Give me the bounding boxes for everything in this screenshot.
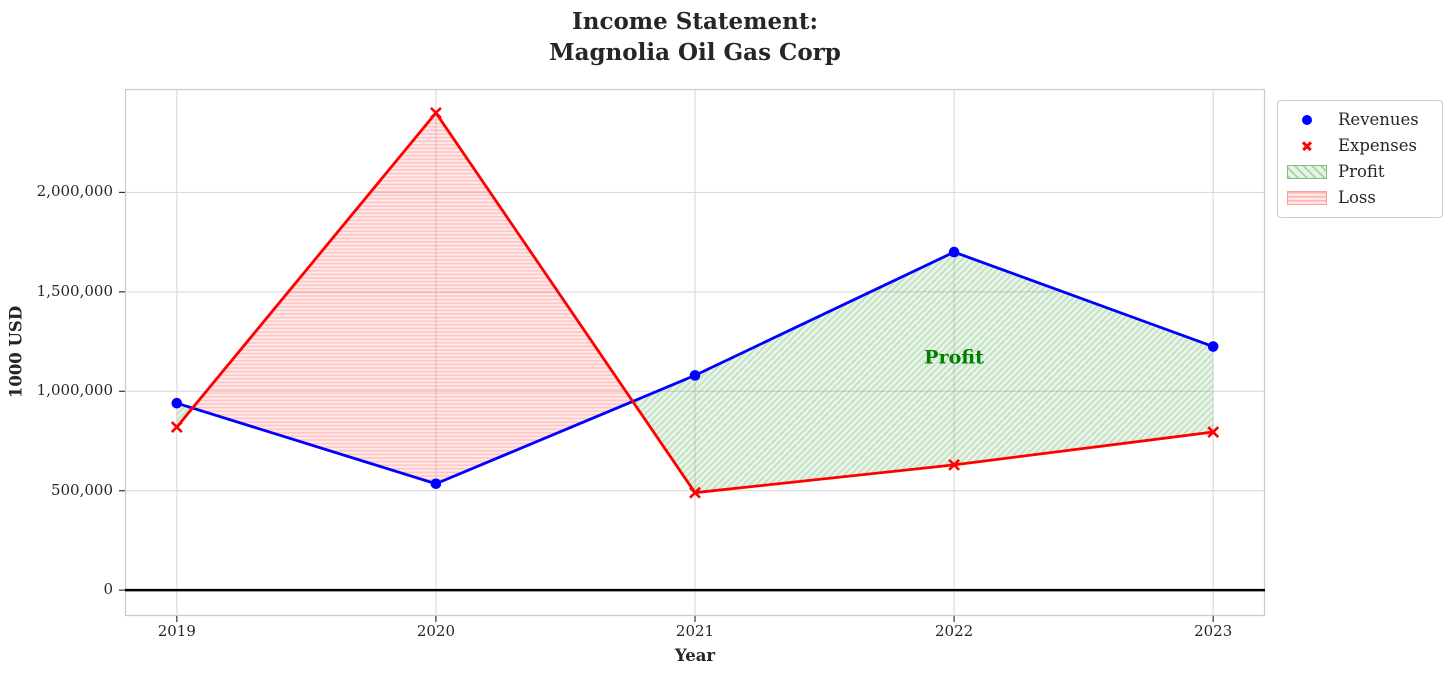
- legend-label-profit: Profit: [1338, 161, 1385, 181]
- profit-annotation: Profit: [924, 346, 984, 368]
- x-tick-label: 2022: [934, 622, 974, 640]
- x-marker: [429, 106, 442, 119]
- y-tick-label: 500,000: [50, 480, 113, 499]
- profit-fill-region: [695, 252, 955, 493]
- circle-marker: [171, 397, 183, 409]
- x-tick-label: 2021: [675, 622, 715, 640]
- circle-marker: [689, 370, 701, 381]
- chart-title-line2: Magnolia Oil Gas Corp: [549, 39, 841, 66]
- x-tick-label: 2019: [157, 622, 196, 640]
- x-marker: [1207, 426, 1220, 438]
- circle-marker-icon: [1302, 115, 1312, 125]
- legend-label-revenues: Revenues: [1338, 109, 1419, 129]
- legend-label-loss: Loss: [1338, 187, 1376, 207]
- x-tick-label: 2023: [1194, 622, 1233, 640]
- legend-item-profit: Profit: [1287, 159, 1434, 185]
- circle-marker: [948, 246, 960, 258]
- profit-fill-region: [632, 375, 695, 493]
- y-tick-label: 2,000,000: [36, 182, 113, 201]
- y-tick-label: 1,000,000: [36, 381, 113, 400]
- circle-marker: [1207, 341, 1219, 352]
- circle-marker: [430, 478, 442, 490]
- chart-title-line1: Income Statement:: [571, 8, 818, 35]
- chart-title: Income Statement: Magnolia Oil Gas Corp: [125, 6, 1265, 68]
- legend-item-expenses: Expenses: [1287, 133, 1434, 159]
- x-tick-label: 2020: [416, 622, 455, 640]
- x-axis-label: Year: [674, 646, 716, 665]
- loss-fill-region: [435, 112, 633, 484]
- x-marker: [689, 486, 701, 499]
- y-tick-label: 0: [103, 580, 113, 599]
- profit-fill-region: [954, 252, 1214, 465]
- plot-canvas: Profit: [119, 88, 1266, 622]
- plot-area: Profit: [119, 88, 1266, 622]
- legend-label-expenses: Expenses: [1338, 135, 1418, 155]
- x-marker: [170, 421, 183, 433]
- profit-patch-swatch: [1287, 165, 1327, 179]
- loss-fill-region: [192, 112, 436, 484]
- x-marker: [948, 458, 961, 471]
- legend: Revenues Expenses Profit Loss: [1277, 100, 1443, 218]
- loss-patch-swatch: [1287, 191, 1327, 205]
- y-tick-label: 1,500,000: [36, 281, 113, 300]
- plot-border: [124, 88, 1266, 617]
- legend-item-revenues: Revenues: [1287, 107, 1434, 133]
- legend-item-loss: Loss: [1287, 185, 1434, 211]
